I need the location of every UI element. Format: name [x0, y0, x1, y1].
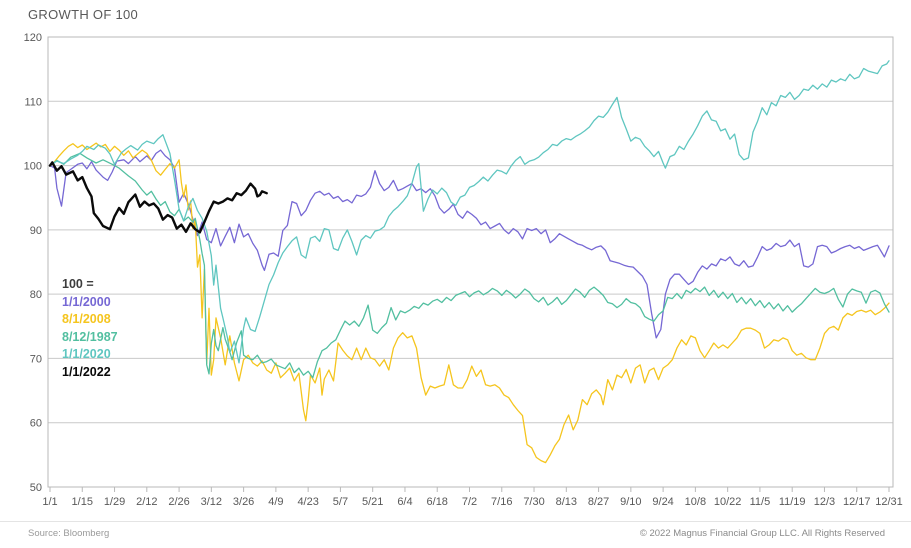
x-tick-label: 8/27: [588, 496, 609, 508]
footer: Source: Bloomberg © 2022 Magnus Financia…: [0, 521, 911, 548]
x-tick-label: 7/30: [523, 496, 544, 508]
x-tick-label: 5/7: [333, 496, 348, 508]
x-tick-label: 10/8: [685, 496, 706, 508]
y-tick-label: 60: [30, 418, 42, 430]
y-tick-label: 110: [24, 96, 42, 108]
x-tick-label: 7/16: [491, 496, 512, 508]
x-tick-label: 1/15: [72, 496, 93, 508]
y-tick-label: 90: [30, 225, 42, 237]
x-tick-label: 9/24: [652, 496, 673, 508]
series-line-1-1-2020: [49, 60, 890, 364]
x-tick-label: 11/5: [750, 496, 771, 508]
x-tick-label: 7/2: [462, 496, 477, 508]
x-tick-label: 5/21: [362, 496, 383, 508]
growth-line-chart: 50 60 70 80 90 100 110 120 1/1 1/15 1/29 2/12 2/26 3/…: [24, 32, 903, 508]
x-tick-label: 12/31: [875, 496, 903, 508]
x-tick-label: 6/4: [397, 496, 412, 508]
y-tick-label: 120: [24, 32, 42, 44]
x-tick-label: 10/22: [714, 496, 742, 508]
x-tick-label: 12/17: [843, 496, 871, 508]
series-line-1-1-2022: [48, 161, 268, 234]
x-tick-label: 2/26: [168, 496, 189, 508]
x-tick-label: 8/13: [556, 496, 577, 508]
copyright-notice: © 2022 Magnus Financial Group LLC. All R…: [639, 528, 885, 539]
y-tick-label: 70: [30, 353, 42, 365]
x-tick-label: 3/12: [201, 496, 222, 508]
x-tick-label: 6/18: [427, 496, 448, 508]
x-tick-label: 4/9: [268, 496, 283, 508]
x-tick-label: 9/10: [620, 496, 641, 508]
series-line-1-1-2000: [49, 149, 890, 339]
x-tick-label: 1/1: [42, 496, 57, 508]
x-tick-label: 11/19: [779, 496, 806, 508]
y-tick-label: 50: [30, 482, 42, 494]
source-credit: Source: Bloomberg: [28, 528, 110, 539]
chart-title: GROWTH OF 100: [28, 7, 139, 22]
y-tick-label: 100: [24, 161, 42, 173]
y-tick-label: 80: [30, 289, 42, 301]
x-tick-label: 1/29: [104, 496, 125, 508]
x-tick-label: 4/23: [297, 496, 318, 508]
x-tick-label: 2/12: [136, 496, 157, 508]
series-line-8-12-1987: [49, 152, 890, 379]
series-line-8-1-2008: [49, 142, 890, 464]
plot-frame: [47, 36, 894, 488]
x-tick-label: 12/3: [814, 496, 835, 508]
x-tick-label: 3/26: [233, 496, 254, 508]
